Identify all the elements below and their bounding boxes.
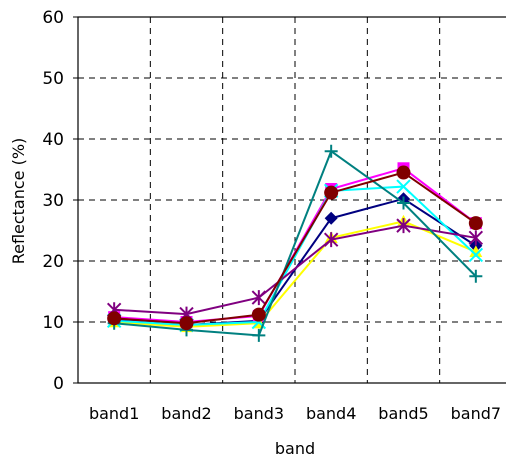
plus-marker	[397, 196, 410, 210]
circle-marker	[324, 185, 339, 200]
circle-marker	[468, 216, 483, 231]
circle-marker	[396, 165, 411, 180]
x-marker	[468, 247, 484, 263]
x-category-label: band5	[378, 404, 428, 423]
y-tick-label: 10	[42, 313, 64, 333]
diamond-marker	[324, 211, 338, 225]
star-marker	[396, 218, 411, 234]
series-line	[114, 171, 477, 325]
data-series	[106, 144, 484, 342]
star-marker	[468, 230, 484, 246]
series-line	[114, 220, 477, 328]
circle-marker	[251, 307, 266, 322]
series-5	[106, 218, 484, 322]
x-category-label: band7	[451, 404, 501, 423]
circle-marker	[107, 311, 122, 326]
plus-marker	[252, 328, 266, 342]
x-marker	[396, 179, 411, 194]
y-axis-title: Reflectance (%)	[9, 138, 28, 265]
triangle-marker	[469, 245, 483, 258]
y-tick-label: 0	[53, 374, 64, 394]
y-tick-label: 50	[42, 69, 64, 89]
y-tick-labels: 0 10 20 30 40 50 60	[42, 8, 78, 394]
star-marker	[323, 232, 339, 248]
star-marker	[251, 290, 267, 306]
x-axis-title: band	[275, 439, 315, 458]
plus-marker	[324, 144, 338, 158]
grid-lines	[78, 17, 506, 383]
series-line	[114, 149, 477, 337]
plus-marker	[469, 269, 483, 283]
x-category-label: band4	[306, 404, 356, 423]
x-category-label: band3	[234, 404, 284, 423]
series-line	[114, 224, 476, 316]
x-category-label: band1	[89, 404, 139, 423]
circle-marker	[179, 316, 194, 331]
y-tick-label: 40	[42, 130, 64, 150]
y-tick-label: 20	[42, 252, 64, 272]
y-tick-label: 60	[42, 8, 64, 28]
y-tick-label: 30	[42, 191, 64, 211]
series-7	[107, 165, 483, 331]
x-category-labels: band1 band2 band3 band4 band5 band7	[89, 404, 501, 423]
series-line	[114, 185, 477, 327]
x-category-label: band2	[161, 404, 211, 423]
